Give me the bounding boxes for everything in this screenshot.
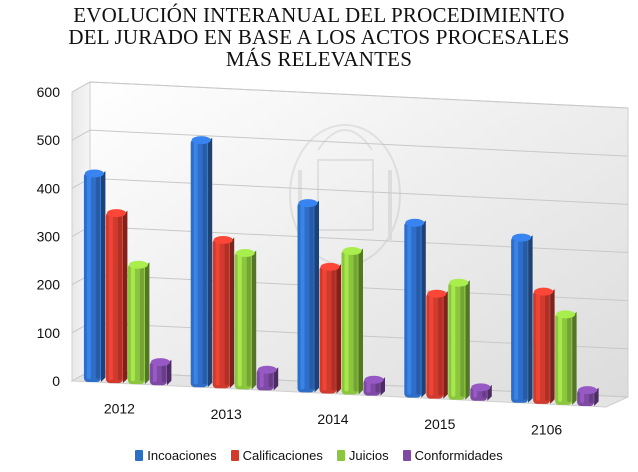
legend-label: Conformidades bbox=[414, 448, 503, 463]
y-tick-label: 100 bbox=[37, 325, 61, 341]
chart-title: EVOLUCIÓN INTERANUAL DEL PROCEDIMIENTO D… bbox=[0, 4, 638, 70]
bar-juicios-2106 bbox=[555, 310, 577, 405]
x-axis: 2012 2013 2014 2015 2106 bbox=[104, 401, 563, 438]
bars bbox=[83, 136, 599, 407]
bar-juicios-2012 bbox=[127, 260, 150, 385]
legend-item: Juicios bbox=[336, 448, 389, 463]
legend-item: Incoaciones bbox=[135, 448, 217, 463]
chart-title-line-3: MÁS RELEVANTES bbox=[225, 47, 413, 71]
bar-juicios-2014 bbox=[341, 247, 363, 395]
legend-item: Conformidades bbox=[402, 448, 503, 463]
bar-conformidades-2015 bbox=[470, 383, 492, 401]
bar-conformidades-2012 bbox=[149, 358, 172, 386]
grid-line bbox=[71, 81, 629, 109]
chart-title-line-1: EVOLUCIÓN INTERANUAL DEL PROCEDIMIENTO bbox=[73, 3, 565, 27]
y-tick-label: 600 bbox=[37, 84, 61, 100]
y-tick-label: 200 bbox=[37, 277, 61, 293]
bar-calificaciones-2013 bbox=[212, 235, 235, 389]
y-tick-label: 500 bbox=[37, 132, 61, 148]
x-tick-label: 2106 bbox=[531, 421, 562, 437]
bar-calificaciones-2012 bbox=[105, 209, 128, 384]
y-axis: 0 100 200 300 400 500 600 bbox=[37, 84, 61, 389]
grid-line bbox=[71, 129, 629, 157]
x-tick-label: 2012 bbox=[104, 401, 135, 417]
legend-item: Calificaciones bbox=[230, 448, 323, 463]
legend-label: Incoaciones bbox=[147, 448, 217, 463]
legend-label: Calificaciones bbox=[242, 448, 323, 463]
x-tick-label: 2014 bbox=[317, 411, 348, 427]
bar-conformidades-2106 bbox=[577, 386, 599, 407]
legend: Incoaciones Calificaciones Juicios Conformi… bbox=[0, 448, 638, 463]
chart-title-line-2: DEL JURADO EN BASE A LOS ACTOS PROCESALE… bbox=[68, 25, 570, 49]
y-tick-label: 400 bbox=[37, 180, 61, 196]
bar-calificaciones-2015 bbox=[426, 289, 448, 399]
y-tick-label: 300 bbox=[37, 229, 61, 245]
legend-swatch bbox=[135, 450, 144, 461]
bar-conformidades-2014 bbox=[363, 375, 385, 396]
bar-juicios-2013 bbox=[234, 249, 257, 390]
bar-calificaciones-2106 bbox=[533, 287, 555, 404]
bar-incoaciones-2015 bbox=[404, 218, 426, 398]
bar-incoaciones-2014 bbox=[297, 199, 319, 393]
bar-calificaciones-2014 bbox=[319, 262, 341, 394]
x-tick-label: 2013 bbox=[211, 406, 242, 422]
bar-incoaciones-2106 bbox=[511, 233, 533, 403]
y-tick-label: 0 bbox=[52, 373, 60, 389]
legend-label: Juicios bbox=[348, 448, 389, 463]
legend-swatch bbox=[336, 450, 345, 461]
bar-incoaciones-2013 bbox=[190, 136, 213, 388]
x-tick-label: 2015 bbox=[424, 416, 455, 432]
bar-incoaciones-2012 bbox=[83, 169, 106, 382]
bar-conformidades-2013 bbox=[256, 365, 279, 391]
legend-swatch bbox=[230, 450, 239, 461]
legend-swatch bbox=[402, 450, 411, 461]
bar-juicios-2015 bbox=[448, 278, 470, 400]
